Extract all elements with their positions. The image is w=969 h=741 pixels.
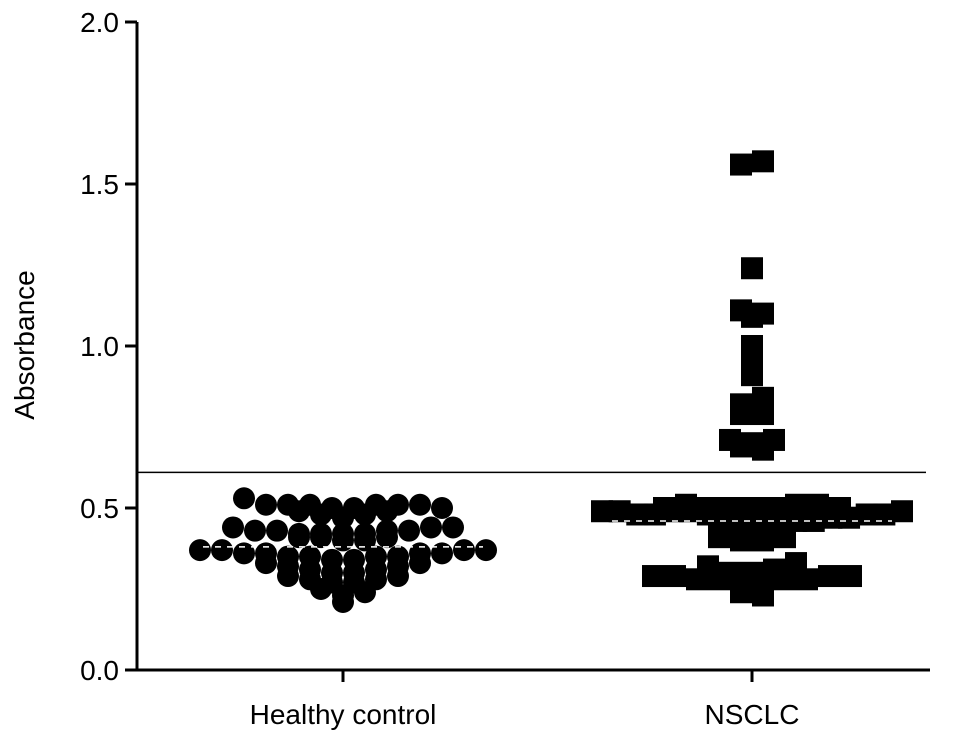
data-point (741, 432, 763, 455)
y-tick-label: 2.0 (80, 7, 119, 38)
data-point (719, 561, 741, 584)
data-point (785, 552, 807, 575)
data-point (442, 516, 464, 539)
data-point (741, 561, 763, 584)
data-point (398, 519, 420, 542)
data-point (420, 516, 442, 539)
data-point (626, 503, 649, 526)
x-tick-label: NSCLC (705, 699, 800, 730)
y-tick-label: 1.0 (80, 331, 119, 362)
data-point (591, 500, 613, 523)
data-point (697, 555, 719, 578)
data-point (763, 428, 785, 451)
data-point (288, 522, 310, 545)
y-tick-label: 0.5 (80, 493, 119, 524)
data-point (891, 500, 913, 523)
data-point (255, 493, 277, 516)
data-point (233, 487, 255, 510)
data-point (299, 545, 321, 568)
data-point (855, 503, 878, 526)
data-point (752, 302, 774, 325)
data-point (365, 545, 387, 568)
data-point (365, 493, 387, 516)
data-point (730, 299, 752, 322)
data-point (697, 497, 719, 519)
mean-lines (203, 520, 892, 548)
data-point (343, 497, 365, 519)
x-tick-label: Healthy control (250, 699, 437, 730)
data-point (299, 493, 321, 516)
data-point (321, 548, 343, 571)
data-point (807, 493, 829, 516)
data-point (387, 545, 409, 568)
data-point (741, 335, 763, 357)
data-point (741, 257, 763, 280)
y-tick-label: 0.0 (80, 655, 119, 686)
data-point (752, 150, 774, 173)
data-point (409, 542, 431, 565)
data-point (752, 386, 774, 409)
data-point (222, 516, 244, 539)
data-point (233, 542, 255, 565)
data-point (277, 545, 299, 568)
data-point (763, 497, 785, 519)
data-point (642, 565, 664, 588)
data-point (829, 497, 851, 519)
data-point (189, 539, 211, 562)
data-point (409, 493, 431, 516)
data-point (387, 493, 409, 516)
data-point (763, 558, 785, 581)
data-point (321, 497, 343, 519)
data-point (719, 428, 741, 451)
data-point (211, 539, 233, 562)
data-point (255, 542, 277, 565)
data-point (376, 519, 398, 542)
data-point (664, 565, 686, 588)
y-axis: 0.0 0.5 1.0 1.5 2.0 (80, 7, 139, 686)
data-point (785, 493, 807, 516)
data-point (310, 522, 332, 545)
data-point (608, 500, 631, 523)
x-axis: Healthy control NSCLC (137, 668, 930, 730)
y-tick-label: 1.5 (80, 169, 119, 200)
data-point (741, 497, 763, 519)
data-point (343, 548, 365, 571)
data-point (431, 542, 453, 565)
data-point (719, 497, 741, 519)
data-point (730, 393, 752, 416)
data-point (453, 539, 475, 562)
data-point (653, 497, 675, 519)
data-points (189, 150, 913, 613)
data-point (354, 522, 376, 545)
data-point (818, 565, 840, 588)
data-point (332, 522, 354, 545)
data-point (277, 493, 299, 516)
data-point (431, 497, 453, 519)
data-point (244, 519, 266, 542)
data-point (873, 503, 896, 526)
data-point (475, 539, 497, 562)
data-point (675, 493, 697, 516)
y-axis-title: Absorbance (9, 270, 40, 419)
data-point (730, 153, 752, 176)
data-point (266, 519, 288, 542)
data-point (840, 565, 862, 588)
